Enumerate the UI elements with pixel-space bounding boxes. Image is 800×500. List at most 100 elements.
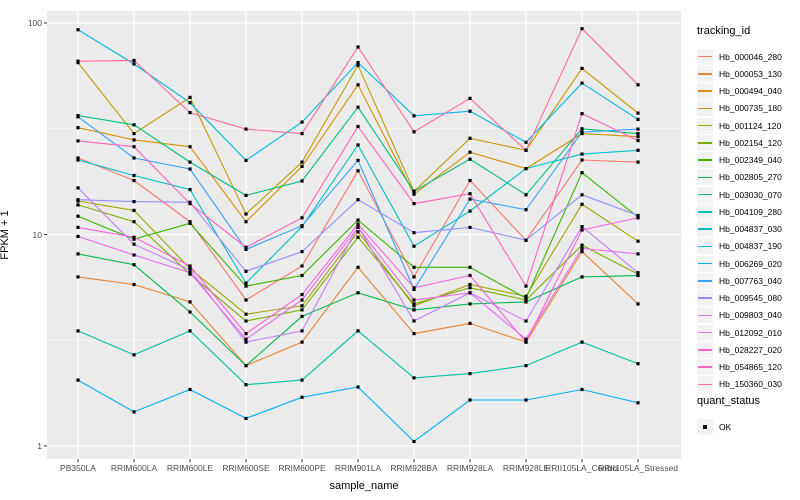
data-point xyxy=(412,130,416,134)
data-point xyxy=(356,63,360,67)
data-point xyxy=(580,250,584,254)
data-point xyxy=(356,222,360,226)
legend-key xyxy=(697,419,713,435)
data-point xyxy=(580,246,584,250)
data-point xyxy=(580,275,584,279)
data-point xyxy=(356,45,360,49)
data-point xyxy=(356,385,360,389)
data-point xyxy=(356,143,360,147)
data-point xyxy=(132,58,136,63)
data-point xyxy=(300,304,304,308)
data-point xyxy=(468,150,472,154)
legend-key xyxy=(697,186,713,203)
data-point xyxy=(356,230,360,234)
data-point xyxy=(468,302,472,306)
legend-line-swatch-icon xyxy=(698,142,712,144)
legend-item-label: Hb_009545_080 xyxy=(719,293,782,304)
data-point xyxy=(412,332,416,336)
legend-key xyxy=(697,324,713,341)
legend-line-swatch-icon xyxy=(698,124,712,127)
data-point xyxy=(244,284,248,288)
x-tick-label: RRIM928BA xyxy=(390,463,438,473)
data-point xyxy=(76,158,80,162)
data-point xyxy=(244,245,248,249)
legend-key xyxy=(697,272,713,289)
data-point xyxy=(188,202,192,206)
data-point xyxy=(580,193,584,197)
data-point xyxy=(132,132,136,136)
data-point xyxy=(468,157,472,161)
legend-line-swatch-icon xyxy=(698,90,712,92)
data-point xyxy=(524,398,528,402)
data-point xyxy=(636,160,640,164)
data-point xyxy=(524,193,528,197)
legend-item-label: Hb_002349_040 xyxy=(719,155,782,166)
data-point xyxy=(468,192,472,196)
data-point xyxy=(76,139,80,143)
data-point xyxy=(244,298,248,302)
legend-item-label: Hb_007763_040 xyxy=(719,275,782,286)
data-point xyxy=(132,410,136,414)
legend-item-label: Hb_001124_120 xyxy=(719,120,782,131)
x-tick-label: RRIM600LA xyxy=(110,463,158,473)
data-point xyxy=(188,300,192,304)
data-point xyxy=(524,208,528,212)
data-point xyxy=(524,148,528,152)
data-point xyxy=(524,294,528,298)
legend-line-swatch-icon xyxy=(698,280,712,282)
data-point xyxy=(300,293,304,297)
data-point xyxy=(468,265,472,269)
data-point xyxy=(188,160,192,164)
legend-title-quant-status: quant_status xyxy=(697,395,760,407)
data-point xyxy=(244,319,248,323)
data-point xyxy=(356,218,360,222)
data-point xyxy=(412,302,416,306)
legend-item-label: Hb_012092_010 xyxy=(719,327,782,338)
data-point xyxy=(412,286,416,290)
legend-key xyxy=(697,359,713,376)
x-tick-label: PB350LA xyxy=(60,463,96,473)
legend-item-label: Hb_002805_270 xyxy=(719,172,782,183)
legend-item-label: Hb_054865_120 xyxy=(719,362,782,373)
data-point xyxy=(524,337,528,341)
data-point xyxy=(468,109,472,113)
data-point xyxy=(132,173,136,178)
data-point xyxy=(524,300,528,304)
data-point xyxy=(636,362,640,366)
data-point xyxy=(188,111,192,115)
legend-line-swatch-icon xyxy=(698,297,712,299)
data-point xyxy=(580,66,584,70)
data-point xyxy=(244,383,248,387)
data-point xyxy=(524,167,528,171)
legend-line-swatch-icon xyxy=(698,349,712,351)
data-point xyxy=(636,111,640,115)
data-point xyxy=(300,395,304,399)
data-point xyxy=(188,264,192,268)
data-point xyxy=(356,169,360,173)
legend-key xyxy=(697,238,713,255)
y-tick-label: 100 xyxy=(27,18,42,28)
data-point xyxy=(132,178,136,183)
data-point xyxy=(132,237,136,241)
data-point xyxy=(412,298,416,302)
legend-item-label: Hb_028227_020 xyxy=(719,344,782,355)
data-point xyxy=(300,164,304,168)
data-point xyxy=(356,83,360,87)
data-point xyxy=(76,198,80,202)
data-point xyxy=(412,192,416,196)
x-tick-label: RRIM600LE xyxy=(166,463,214,473)
data-point xyxy=(468,225,472,229)
data-point xyxy=(636,273,640,278)
data-point xyxy=(132,62,136,66)
legend-line-swatch-icon xyxy=(698,73,712,75)
data-point xyxy=(468,209,472,213)
data-point xyxy=(412,275,416,279)
data-point xyxy=(412,189,416,193)
data-point xyxy=(76,115,80,119)
legend-line-swatch-icon xyxy=(698,211,712,213)
data-point xyxy=(76,275,80,279)
legend-key xyxy=(697,203,713,220)
data-point xyxy=(412,231,416,235)
x-tick-label: RRIM928LE xyxy=(502,463,550,473)
data-point xyxy=(300,224,304,228)
